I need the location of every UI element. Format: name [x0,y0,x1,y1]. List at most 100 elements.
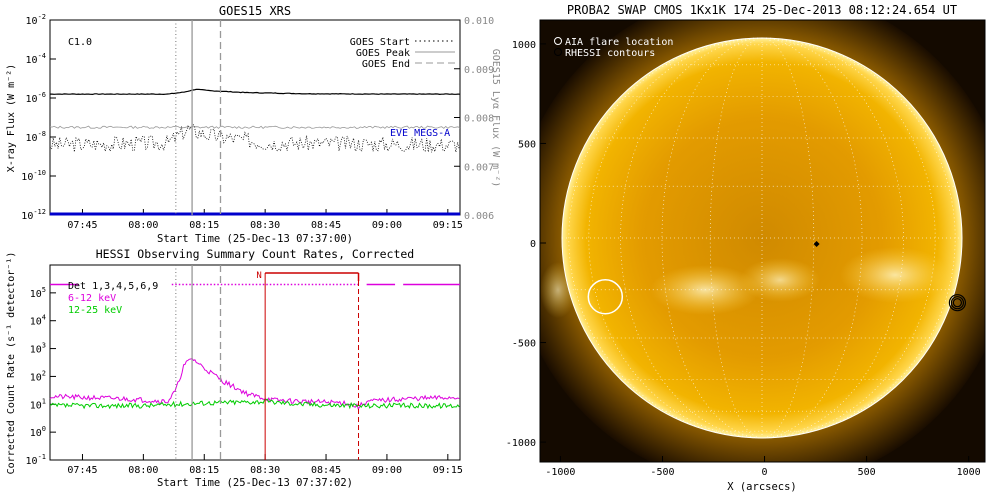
goes-legend: GOES Start GOES Peak GOES End [350,37,455,70]
hessi-x-axis: 07:45 08:00 08:15 08:30 08:45 09:00 09:15 [67,454,463,476]
swap-y-tick-label: 1000 [512,40,536,51]
hessi-x-tick-label: 08:00 [128,465,158,476]
goes-y-tick-label: 10-6 [26,91,46,105]
goes-x-tick-label: 08:00 [128,220,158,231]
goes-eve-label: EVE MEGS-A [390,128,450,139]
goes-x-axis: 07:45 08:00 08:15 08:30 08:45 09:00 09:15 [67,209,463,231]
goes-lyman-alpha-line [49,125,461,129]
goes-event-lines [175,20,222,215]
goes-series-group [49,88,461,216]
swap-legend-aia-symbol [554,37,562,45]
hessi-count-rate-chart: HESSI Observing Summary Count Rates, Cor… [6,247,463,489]
swap-x-tick-label: 500 [858,467,876,478]
hessi-y-tick-label: 105 [30,286,46,300]
hessi-x-tick-label: 07:45 [67,465,97,476]
hessi-y-tick-label: 101 [30,397,46,411]
hessi-plot-frame [49,264,461,461]
swap-active-region-east [840,247,950,303]
goes-y-axis-label: X-ray Flux (W m⁻²) [6,64,17,172]
hessi-y-tick-label: 10-1 [26,453,46,467]
hessi-x-tick-label: 08:15 [189,465,219,476]
goes-legend-peak: GOES Peak [356,48,410,59]
hessi-x-axis-label: Start Time (25-Dec-13 07:37:02) [157,477,353,489]
goes-y-tick-label: 10-4 [26,52,46,66]
swap-active-region-center [740,258,820,302]
swap-title: PROBA2 SWAP CMOS 1Kx1K 174 25-Dec-2013 0… [567,3,957,17]
swap-y-tick-label: 0 [530,239,536,250]
goes-y-tick-label: 10-10 [21,169,46,183]
swap-rhessi-contour-outer [948,294,966,312]
hessi-legend: Det 1,3,4,5,6,9 6-12 keV 12-25 keV [68,281,158,316]
goes-x-tick-label: 08:15 [189,220,219,231]
swap-heliographic-grid [562,37,962,439]
hessi-y-tick-label: 103 [30,342,46,356]
swap-x-tick-label: 0 [762,467,768,478]
hessi-y-tick-label: 100 [30,425,46,439]
hessi-legend-12-25: 12-25 keV [68,305,122,316]
swap-grid-longitude [761,37,936,439]
swap-grid-longitude [761,37,904,439]
goes-x-tick-label: 07:45 [67,220,97,231]
swap-limb-brightening-east [540,262,576,318]
goes-legend-end: GOES End [362,59,410,70]
goes-x-axis-label: Start Time (25-Dec-13 07:37:00) [157,233,353,245]
hessi-legend-detectors: Det 1,3,4,5,6,9 [68,281,158,292]
swap-rhessi-contours [948,294,966,312]
hessi-x-tick-label: 08:45 [311,465,341,476]
hessi-legend-6-12: 6-12 keV [68,293,116,304]
goes-x-tick-label: 08:45 [311,220,341,231]
swap-legend-rhessi: RHESSI contours [565,48,655,59]
goes-long-channel-line [50,88,461,96]
swap-legend: AIA flare location RHESSI contours [554,37,673,59]
goes-short-channel-line [49,123,460,154]
goes-x-tick-label: 09:15 [433,220,463,231]
goes-flare-class-label: C1.0 [68,37,92,48]
hessi-title: HESSI Observing Summary Count Rates, Cor… [96,247,415,261]
goes-title: GOES15 XRS [219,4,291,18]
swap-grid-longitude [588,37,763,439]
goes-xrs-chart: GOES15 XRS 10-2 10-4 10-6 10-8 10-10 10-12 0.… [6,4,500,245]
swap-small-dark-marker [813,241,820,247]
hessi-y-tick-label: 104 [30,314,46,328]
swap-limb-outline [561,37,963,439]
goes-legend-start: GOES Start [350,37,410,48]
swap-grid-longitude [761,37,956,439]
hessi-event-lines [175,265,360,460]
goes-y2-tick-label: 0.010 [464,16,494,27]
swap-aia-flare-circle [587,278,624,315]
hessi-series-line [49,357,460,411]
swap-x-tick-label: -500 [650,467,674,478]
hessi-y-tick-label: 102 [30,369,46,383]
swap-y-tick-label: -500 [512,339,536,350]
goes-y2-tick-label: 0.007 [464,162,494,173]
swap-rhessi-contour-middle [950,296,964,310]
hessi-y-axis: 105 104 103 102 101 100 10-1 [26,286,56,467]
swap-y-tick-label: -1000 [506,438,536,449]
swap-x-axis: -1000 -500 0 500 1000 [545,456,981,478]
swap-x-axis-label: X (arcsecs) [727,481,797,493]
hessi-series-line [49,398,460,410]
goes-y-axis: 10-2 10-4 10-6 10-8 10-10 10-12 [21,13,56,222]
hessi-y-axis-label: Corrected Count Rate (s⁻¹ detector⁻¹) [6,252,17,475]
goes-x-tick-label: 09:00 [372,220,402,231]
swap-x-tick-label: -1000 [545,467,575,478]
goes-y2-tick-label: 0.008 [464,114,494,125]
swap-legend-aia: AIA flare location [565,37,673,48]
swap-grid-longitude [568,37,763,439]
swap-frame [539,19,986,463]
swap-grid-longitude [620,37,763,439]
goes-y2-axis-label: GOES15 Lyα Flux (W m⁻²) [490,49,500,187]
goes-x-tick-label: 08:30 [250,220,280,231]
swap-rhessi-contour-inner [952,298,962,308]
hessi-night-label: N [256,271,261,281]
goes-y-tick-label: 10-2 [26,13,46,27]
swap-image-panel: PROBA2 SWAP CMOS 1Kx1K 174 25-Dec-2013 0… [506,3,986,493]
goes-y-tick-label: 10-8 [26,130,46,144]
goes-y2-tick-label: 0.006 [464,211,494,222]
swap-y-axis: 1000 500 0 -500 -1000 [506,40,546,449]
swap-y-tick-label: 500 [518,139,536,150]
hessi-x-tick-label: 08:30 [250,465,280,476]
swap-legend-rhessi-symbol [554,48,562,56]
hessi-x-tick-label: 09:00 [372,465,402,476]
swap-x-tick-label: 1000 [957,467,981,478]
